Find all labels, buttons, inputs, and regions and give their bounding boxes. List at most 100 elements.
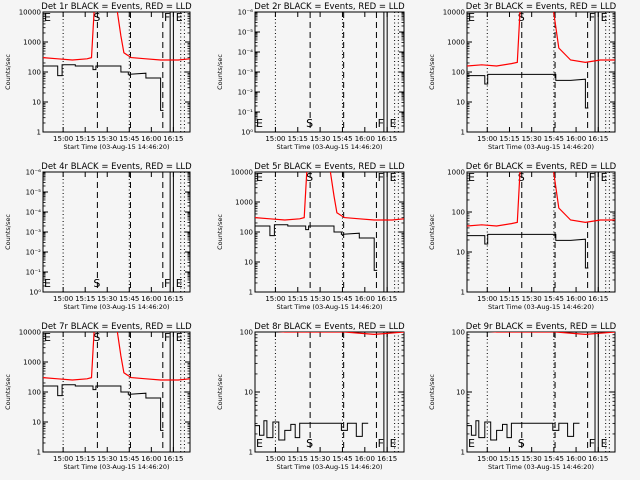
panel-title: Det 4r BLACK = Events, RED = LLD: [41, 162, 192, 172]
panel-title: Det 7r BLACK = Events, RED = LLD: [41, 322, 192, 332]
x-tick-label: 16:15: [377, 135, 397, 143]
lld-series-line: [467, 172, 615, 227]
y-axis-label: Counts/sec: [428, 214, 436, 250]
x-tick-label: 16:15: [588, 135, 608, 143]
y-tick-label: 10⁻⁵: [26, 189, 42, 197]
x-tick-label: 15:15: [75, 455, 95, 463]
panel-det-7: Det 7r BLACK = Events, RED = LLD 1 10 100 10…: [4, 322, 192, 471]
x-tick-label: 15:30: [97, 455, 117, 463]
x-tick-label: 15:00: [477, 295, 497, 303]
y-tick-label: 1000: [447, 39, 465, 47]
series-group: [255, 172, 404, 271]
marker-letter-e: E: [176, 331, 183, 344]
y-axis-label: Counts/sec: [428, 54, 436, 90]
marker-letter-f: F: [589, 171, 595, 184]
y-tick-label: 100: [28, 389, 41, 397]
x-tick-label: 16:00: [566, 295, 586, 303]
marker-letter-s: S: [306, 437, 313, 450]
x-axis-label: Start Time (03-Aug-15 14:46:20): [63, 303, 169, 311]
y-tick-label: 10⁻⁶: [238, 9, 254, 17]
y-tick-label: 10000: [231, 169, 253, 177]
x-tick-label: 16:00: [141, 295, 161, 303]
series-group: [467, 172, 615, 269]
series-group: [43, 332, 190, 431]
marker-letter-s: S: [306, 171, 313, 184]
panel-det-1: Det 1r BLACK = Events, RED = LLD 1 10 100 10…: [4, 2, 192, 151]
series-group: [467, 12, 615, 109]
y-axis-label: Counts/sec: [4, 214, 12, 250]
x-tick-label: 16:00: [355, 135, 375, 143]
y-tick-label: 10: [456, 249, 465, 257]
marker-letter-f: F: [378, 117, 384, 130]
x-tick-label: 15:30: [310, 455, 330, 463]
y-tick-label: 1000: [23, 359, 41, 367]
panel-det-5: Det 5r BLACK = Events, RED = LLD 1 10 100 10…: [216, 162, 405, 311]
marker-letter-e: E: [390, 437, 397, 450]
x-tick-label: 15:45: [119, 135, 139, 143]
y-tick-label: 1000: [447, 169, 465, 177]
lld-series-line: [467, 12, 615, 67]
x-axis-label: Start Time (03-Aug-15 14:46:20): [276, 303, 382, 311]
marker-letter-s: S: [518, 11, 525, 24]
x-tick-label: 16:15: [377, 455, 397, 463]
y-axis-label: Counts/sec: [4, 54, 12, 90]
x-tick-label: 16:00: [141, 135, 161, 143]
y-tick-label: 10⁻⁴: [238, 49, 254, 57]
x-tick-label: 16:15: [377, 295, 397, 303]
x-axis-label: Start Time (03-Aug-15 14:46:20): [63, 143, 169, 151]
y-tick-label: 100: [240, 229, 253, 237]
marker-letter-s: S: [518, 437, 525, 450]
series-group: [467, 332, 615, 441]
y-tick-label: 10⁰: [29, 289, 41, 297]
y-tick-label: 10: [244, 389, 253, 397]
y-axis-label: Counts/sec: [216, 54, 224, 90]
series-group: [43, 12, 190, 111]
x-axis-label: Start Time (03-Aug-15 14:46:20): [276, 463, 382, 471]
panel-title: Det 6r BLACK = Events, RED = LLD: [466, 162, 617, 172]
y-axis-label: Counts/sec: [4, 374, 12, 410]
y-tick-label: 10: [244, 259, 253, 267]
panel-title: Det 9r BLACK = Events, RED = LLD: [466, 322, 617, 332]
plot-frame: [42, 11, 191, 133]
x-tick-label: 15:30: [522, 455, 542, 463]
marker-letter-e: E: [468, 171, 475, 184]
x-tick-label: 15:00: [53, 455, 73, 463]
y-tick-label: 10000: [19, 329, 41, 337]
lld-series-line: [43, 332, 190, 381]
panel-det-4: Det 4r BLACK = Events, RED = LLD 10⁰ 10⁻¹ 1…: [4, 162, 192, 311]
events-series-line: [467, 73, 589, 109]
lld-series-line: [255, 172, 404, 221]
x-tick-label: 15:15: [288, 455, 308, 463]
y-tick-label: 10: [456, 389, 465, 397]
y-tick-label: 10⁻⁶: [26, 169, 42, 177]
x-tick-label: 15:45: [119, 455, 139, 463]
marker-letter-e: E: [256, 171, 263, 184]
plot-frame: [254, 11, 405, 133]
marker-letter-s: S: [93, 331, 100, 344]
panel-title: Det 8r BLACK = Events, RED = LLD: [254, 322, 405, 332]
y-tick-label: 10000: [443, 9, 465, 17]
y-tick-label: 10⁻⁵: [238, 29, 254, 37]
y-tick-label: 100: [452, 69, 465, 77]
panel-title: Det 5r BLACK = Events, RED = LLD: [254, 162, 405, 172]
x-axis-label: Start Time (03-Aug-15 14:46:20): [276, 143, 382, 151]
y-tick-label: 1: [461, 449, 465, 457]
x-tick-label: 16:15: [163, 455, 183, 463]
y-tick-label: 10: [32, 99, 41, 107]
x-tick-label: 15:15: [75, 135, 95, 143]
marker-letter-e: E: [44, 11, 51, 24]
plot-frame: [254, 331, 405, 453]
x-tick-label: 15:15: [75, 295, 95, 303]
panel-title: Det 1r BLACK = Events, RED = LLD: [41, 2, 192, 12]
marker-letter-f: F: [589, 11, 595, 24]
plot-frame: [466, 331, 616, 453]
y-tick-label: 10⁻¹: [238, 109, 254, 117]
panel-det-6: Det 6r BLACK = Events, RED = LLD 1 10 100 10…: [428, 162, 617, 311]
plot-frame: [42, 331, 191, 453]
marker-letter-f: F: [164, 331, 170, 344]
x-tick-label: 15:00: [477, 455, 497, 463]
marker-letter-f: F: [378, 171, 384, 184]
panel-det-9: Det 9r BLACK = Events, RED = LLD 1 10 100 Co…: [428, 322, 617, 471]
plot-frame: [466, 171, 616, 293]
lld-series-line: [277, 332, 404, 336]
